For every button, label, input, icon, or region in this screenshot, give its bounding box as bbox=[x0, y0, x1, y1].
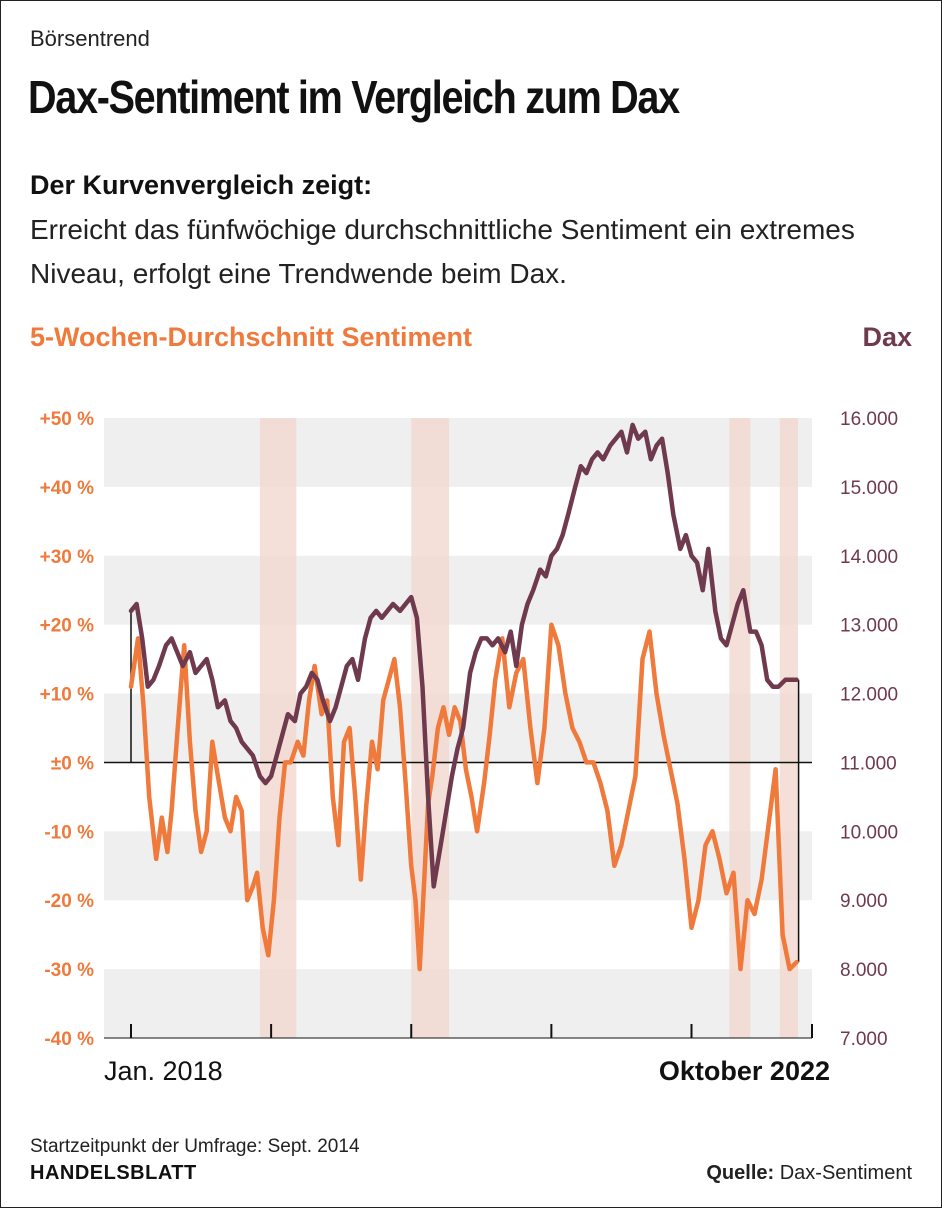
grid-band bbox=[104, 418, 812, 487]
series-line-dax bbox=[128, 422, 799, 889]
right-tick-label: 15.000 bbox=[840, 478, 898, 499]
lead-heading: Der Kurvenvergleich zeigt: bbox=[30, 170, 373, 200]
right-tick-label: 9.000 bbox=[840, 891, 888, 912]
x-end-label: Oktober 2022 bbox=[659, 1056, 830, 1086]
left-tick-label: +50 % bbox=[40, 409, 95, 430]
right-axis-title: Dax bbox=[862, 322, 912, 352]
right-tick-label: 12.000 bbox=[840, 685, 898, 706]
left-tick-label: ±0 % bbox=[51, 753, 94, 774]
grid-band bbox=[104, 831, 812, 901]
right-tick-label: 16.000 bbox=[840, 409, 898, 430]
right-tick-label: 14.000 bbox=[840, 547, 898, 568]
x-start-label: Jan. 2018 bbox=[104, 1056, 223, 1086]
left-tick-label: -40 % bbox=[44, 1029, 94, 1050]
highlight-period-4 bbox=[779, 418, 798, 1038]
left-tick-label: -20 % bbox=[44, 891, 94, 912]
chart-canvas: +50 % +40 % +30 % +20 % +10 % ±0 % -10 % -20 % -… bbox=[40, 409, 899, 1086]
footnote: Startzeitpunkt der Umfrage: Sept. 2014 bbox=[30, 1136, 360, 1157]
left-tick-label: +30 % bbox=[40, 547, 95, 568]
source-value: Dax-Sentiment bbox=[779, 1162, 912, 1184]
left-axis-title: 5-Wochen-Durchschnitt Sentiment bbox=[30, 322, 473, 352]
brand-logo: HANDELSBLATT bbox=[30, 1162, 197, 1184]
kicker: Börsentrend bbox=[30, 26, 150, 51]
right-tick-label: 7.000 bbox=[840, 1029, 888, 1050]
left-tick-label: -30 % bbox=[44, 960, 94, 981]
left-tick-label: -10 % bbox=[44, 822, 94, 843]
left-tick-label: +10 % bbox=[40, 685, 95, 706]
left-tick-label: +40 % bbox=[40, 478, 95, 499]
source-label: Quelle: bbox=[706, 1162, 775, 1184]
left-tick-label: +20 % bbox=[40, 616, 95, 637]
right-tick-label: 13.000 bbox=[840, 616, 898, 637]
right-tick-label: 8.000 bbox=[840, 960, 888, 981]
grid-band bbox=[104, 969, 812, 1038]
lead-text: Erreicht das fünfwöchige durchschnittlic… bbox=[30, 214, 855, 289]
chart-title: Dax-Sentiment im Vergleich zum Dax bbox=[28, 71, 680, 123]
right-tick-label: 10.000 bbox=[840, 822, 898, 843]
grid-band bbox=[104, 555, 812, 625]
right-tick-label: 11.000 bbox=[840, 753, 897, 774]
source-line: Quelle: Dax-Sentiment bbox=[706, 1162, 912, 1185]
series-line-sentiment bbox=[128, 622, 799, 972]
